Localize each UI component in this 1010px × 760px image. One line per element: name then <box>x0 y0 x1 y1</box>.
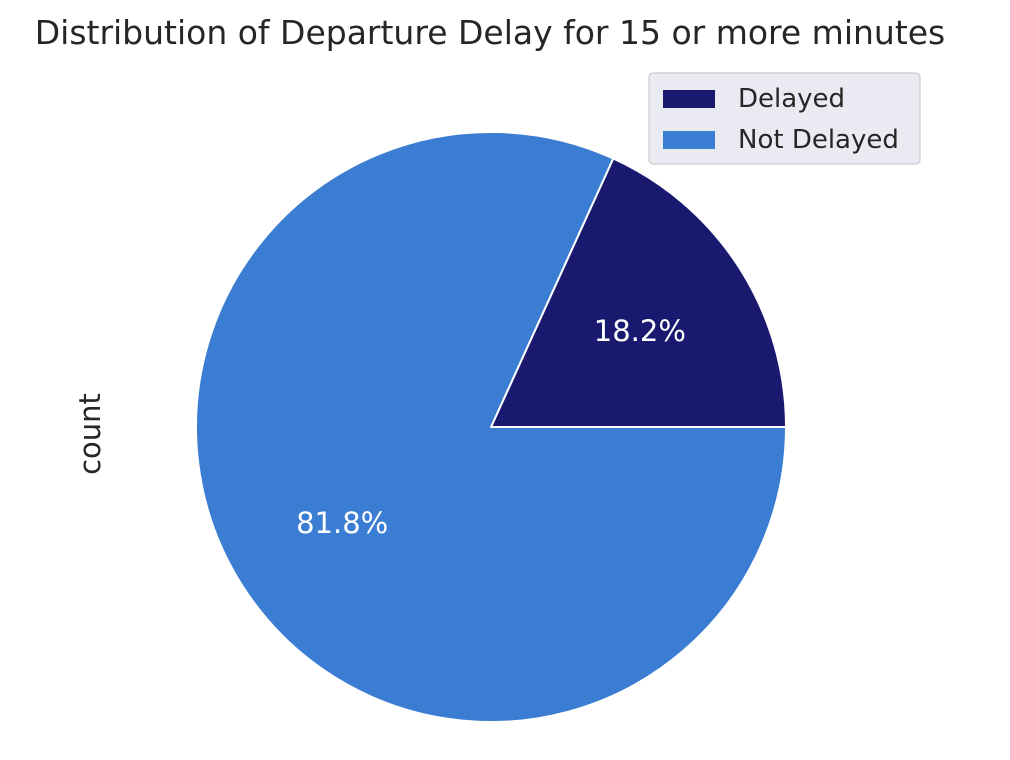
legend: Delayed Not Delayed <box>648 72 921 165</box>
legend-swatch <box>663 131 715 149</box>
pie-value-labels: 18.2% 81.8% <box>296 314 686 540</box>
pie-slices <box>195 131 787 723</box>
chart-title: Distribution of Departure Delay for 15 o… <box>35 13 946 52</box>
legend-label: Not Delayed <box>738 125 899 155</box>
legend-swatch <box>663 90 715 108</box>
legend-frame <box>648 72 921 165</box>
pie-value-label: 18.2% <box>594 314 686 348</box>
y-axis-label: count <box>73 393 107 475</box>
legend-label: Delayed <box>738 84 845 114</box>
pie-slice-delayed <box>490 157 787 428</box>
pie-slice-not-delayed <box>195 131 787 723</box>
pie-value-label: 81.8% <box>296 506 388 540</box>
